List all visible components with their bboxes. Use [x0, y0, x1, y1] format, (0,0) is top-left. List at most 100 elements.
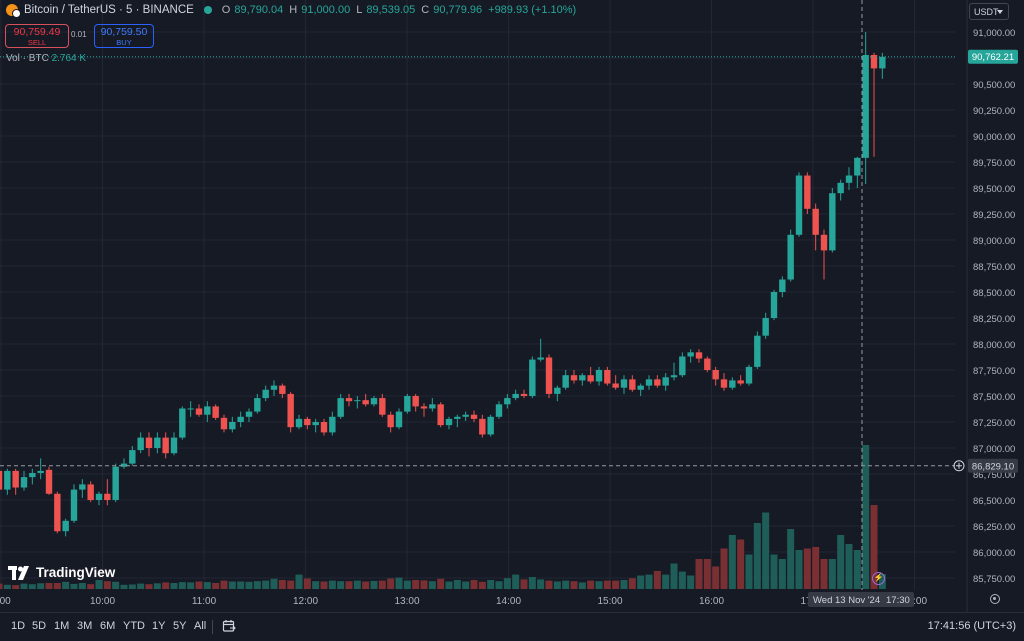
candle-body [795, 175, 803, 235]
crosshair-time-label: 17:30 [886, 595, 910, 606]
volume-bar [287, 580, 295, 589]
candle-body [262, 389, 269, 399]
y-tick-label: 88,500.00 [973, 288, 1015, 299]
volume-bar [703, 559, 711, 589]
candle-body [395, 411, 403, 428]
range-1d-button[interactable]: 1D [11, 620, 26, 632]
open-value: 89,790.04 [234, 4, 284, 16]
y-tick-label: 89,750.00 [973, 158, 1015, 169]
volume-bar [20, 583, 28, 589]
candle-body [670, 375, 678, 378]
range-5y-button[interactable]: 5Y [173, 620, 187, 632]
candle-body [837, 182, 844, 194]
candle-body [12, 470, 19, 488]
x-tick-label: 11:00 [192, 596, 217, 607]
volume-bar [270, 578, 278, 589]
candle-body [687, 352, 694, 357]
candle-body [354, 400, 361, 402]
y-tick-label: 91,000.00 [973, 28, 1015, 39]
candle-body [620, 379, 628, 388]
currency-selector[interactable]: USDT [969, 3, 1009, 20]
volume-bar [603, 580, 611, 589]
volume-bar [153, 583, 161, 589]
candle-body [4, 470, 11, 490]
volume-bar [728, 535, 736, 589]
sell-button[interactable]: 90,759.49 SELL [5, 24, 69, 48]
candle-body [720, 379, 728, 388]
high-value: 91,000.00 [301, 4, 351, 16]
volume-value: 2.764 K [51, 53, 87, 64]
range-ytd-button[interactable]: YTD [123, 620, 145, 632]
x-tick-label: 16:00 [699, 596, 724, 607]
candle-body [112, 466, 119, 500]
symbol-name[interactable]: Bitcoin / TetherUS · 5 · BINANCE [24, 4, 194, 16]
volume-bar [420, 580, 428, 589]
volume-bar [145, 584, 153, 589]
volume-bar [812, 547, 820, 589]
volume-bar [12, 585, 20, 589]
volume-bar [553, 581, 561, 589]
candle-body [404, 396, 411, 412]
buy-button[interactable]: 90,759.50 BUY [94, 24, 154, 48]
crosshair-date-tag [808, 592, 914, 607]
candle-body [320, 422, 328, 433]
volume-bar [695, 559, 703, 589]
calendar-range-icon[interactable] [222, 619, 236, 633]
clock-timezone[interactable]: 17:41:56 (UTC+3) [927, 620, 1016, 632]
range-all-button[interactable]: All [194, 620, 207, 632]
low-label: L [356, 4, 363, 16]
volume-bar [253, 581, 261, 589]
y-tick-label: 89,250.00 [973, 210, 1015, 221]
candle-body [195, 408, 203, 415]
add-alert-plus-icon[interactable] [953, 460, 965, 472]
symbol-header[interactable]: Bitcoin / TetherUS · 5 · BINANCE O 89,790… [6, 4, 578, 18]
y-tick-label: 86,250.00 [973, 522, 1015, 533]
candle-body [337, 398, 344, 417]
range-1m-button[interactable]: 1M [54, 620, 70, 632]
range-5d-button[interactable]: 5D [32, 620, 47, 632]
volume-bar [45, 583, 53, 589]
candle-body [745, 366, 753, 384]
candle-body [470, 414, 478, 419]
settings-gear-icon[interactable] [990, 594, 1000, 604]
volume-bar [428, 581, 436, 589]
y-tick-label: 87,500.00 [973, 392, 1015, 403]
volume-label: Vol · BTC [6, 53, 49, 64]
candle-body [612, 383, 619, 388]
candle-body [754, 335, 761, 367]
candle-body [270, 385, 278, 390]
volume-bar [237, 581, 245, 589]
volume-bar [220, 580, 228, 589]
volume-bar [303, 578, 311, 589]
sell-label: SELL [27, 38, 47, 47]
volume-bar [578, 582, 586, 589]
candle-body [420, 406, 428, 409]
volume-legend[interactable]: Vol · BTC 2.764 K [6, 53, 86, 64]
close-label: C [421, 4, 430, 16]
candle-body [154, 437, 161, 448]
candle-body [779, 279, 786, 292]
candle-body [37, 470, 44, 473]
candle-body [704, 358, 711, 370]
candle-body [629, 379, 636, 390]
volume-bar [837, 535, 845, 589]
range-1y-button[interactable]: 1Y [152, 620, 166, 632]
volume-bar [845, 544, 853, 589]
y-tick-label: 87,000.00 [973, 444, 1015, 455]
candle-body [762, 318, 769, 336]
bitcoin-logo-icon [6, 4, 21, 18]
y-tick-label: 89,500.00 [973, 184, 1015, 195]
volume-bar [178, 582, 186, 589]
range-3m-button[interactable]: 3M [77, 620, 93, 632]
volume-bar [512, 574, 520, 589]
flash-event-icon[interactable]: ⚡ [872, 572, 885, 585]
candle-body [562, 375, 569, 388]
candle-body [454, 416, 461, 419]
range-6m-button[interactable]: 6M [100, 620, 116, 632]
volume-bar [628, 578, 636, 589]
volume-bar [128, 584, 136, 589]
volume-bar [445, 581, 453, 589]
candle-body [179, 408, 186, 438]
tradingview-logo[interactable]: TradingView [8, 565, 115, 580]
